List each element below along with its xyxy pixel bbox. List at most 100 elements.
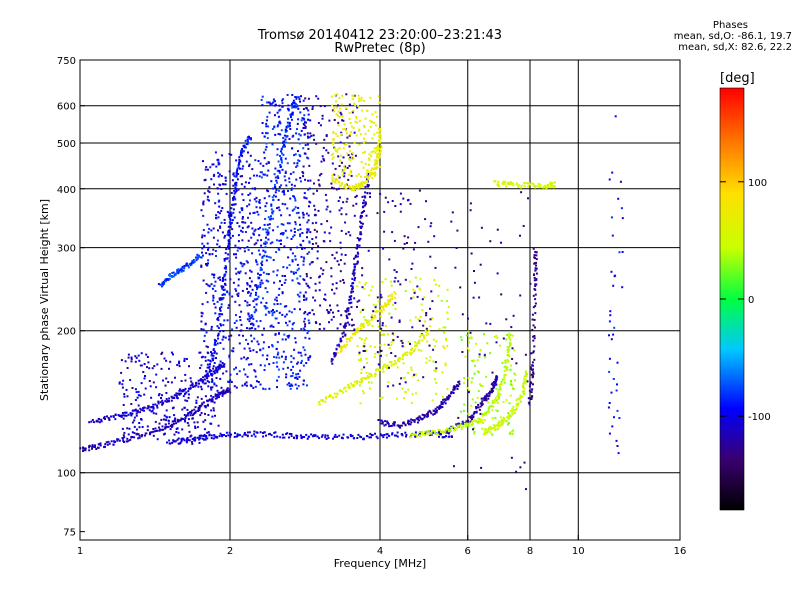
data-point xyxy=(608,178,611,181)
data-point xyxy=(381,368,384,371)
data-point xyxy=(164,423,167,426)
data-point xyxy=(507,416,510,419)
data-point xyxy=(523,390,526,393)
data-point xyxy=(389,425,392,427)
data-point xyxy=(246,301,249,304)
data-point xyxy=(346,317,349,320)
data-point xyxy=(308,164,311,167)
x-axis-label: Frequency [MHz] xyxy=(334,557,426,570)
data-point xyxy=(340,113,343,116)
data-point xyxy=(185,358,188,360)
data-point xyxy=(324,299,327,301)
data-point xyxy=(289,128,292,130)
data-point xyxy=(283,281,286,284)
data-point xyxy=(269,256,272,259)
data-point xyxy=(321,117,324,120)
data-point xyxy=(319,105,322,108)
data-point xyxy=(299,100,301,103)
data-point xyxy=(550,183,553,186)
data-point xyxy=(155,412,158,415)
data-point xyxy=(265,301,268,304)
data-point xyxy=(379,151,382,154)
data-point xyxy=(512,429,514,432)
data-point xyxy=(303,298,305,301)
data-point xyxy=(513,409,516,412)
data-point xyxy=(299,134,302,137)
data-point xyxy=(316,435,319,438)
data-point xyxy=(610,391,613,394)
data-point xyxy=(259,266,262,269)
data-point xyxy=(264,228,267,231)
data-point xyxy=(289,387,292,390)
data-point xyxy=(232,184,235,187)
data-point xyxy=(277,206,280,209)
data-point xyxy=(280,214,283,217)
data-point xyxy=(233,385,236,388)
data-point xyxy=(362,326,365,329)
data-point xyxy=(154,420,157,423)
data-point xyxy=(260,98,263,101)
data-point xyxy=(286,383,289,386)
data-point xyxy=(407,420,410,423)
data-point xyxy=(445,435,447,438)
data-point xyxy=(496,410,499,413)
data-point xyxy=(359,183,362,186)
data-point xyxy=(232,198,235,201)
data-point xyxy=(201,251,203,254)
data-point xyxy=(357,94,360,97)
data-point xyxy=(234,288,237,291)
data-point xyxy=(507,422,510,425)
data-point xyxy=(340,207,343,210)
data-point xyxy=(481,400,484,403)
data-point xyxy=(354,380,356,383)
data-point xyxy=(127,439,130,442)
data-point xyxy=(494,380,497,383)
data-point xyxy=(344,167,347,170)
data-point xyxy=(306,313,309,316)
data-point xyxy=(347,309,350,312)
data-point xyxy=(616,361,619,364)
data-point xyxy=(523,461,526,464)
data-point xyxy=(138,436,141,439)
data-point xyxy=(186,399,189,402)
data-point xyxy=(467,391,470,394)
data-point xyxy=(275,189,278,191)
data-point xyxy=(210,386,212,389)
data-point xyxy=(194,406,197,409)
data-point xyxy=(535,278,538,280)
data-point xyxy=(201,379,204,382)
data-point xyxy=(460,338,463,341)
data-point xyxy=(258,175,261,178)
data-point xyxy=(481,397,484,400)
data-point xyxy=(273,281,276,284)
data-point xyxy=(223,222,226,224)
data-point xyxy=(297,207,300,209)
data-point xyxy=(283,134,286,137)
data-point xyxy=(149,431,152,434)
data-point xyxy=(305,121,307,124)
data-point xyxy=(340,253,343,256)
data-point xyxy=(621,251,624,253)
data-point xyxy=(427,411,430,414)
data-point xyxy=(515,404,518,407)
data-point xyxy=(210,434,213,437)
data-point xyxy=(260,268,263,271)
data-point xyxy=(220,221,223,224)
data-point xyxy=(348,134,351,137)
data-point xyxy=(539,186,542,189)
data-point xyxy=(222,389,225,392)
data-point xyxy=(187,390,190,393)
data-point xyxy=(410,421,413,424)
data-point xyxy=(248,277,251,280)
data-point xyxy=(353,263,356,266)
data-point xyxy=(306,132,309,135)
data-point xyxy=(233,216,236,219)
data-point xyxy=(257,213,260,216)
data-point xyxy=(285,305,288,308)
data-point xyxy=(237,295,240,297)
data-point xyxy=(296,128,298,131)
data-point xyxy=(317,97,320,100)
data-point xyxy=(348,298,351,301)
data-point xyxy=(353,384,356,387)
data-point xyxy=(533,288,536,290)
